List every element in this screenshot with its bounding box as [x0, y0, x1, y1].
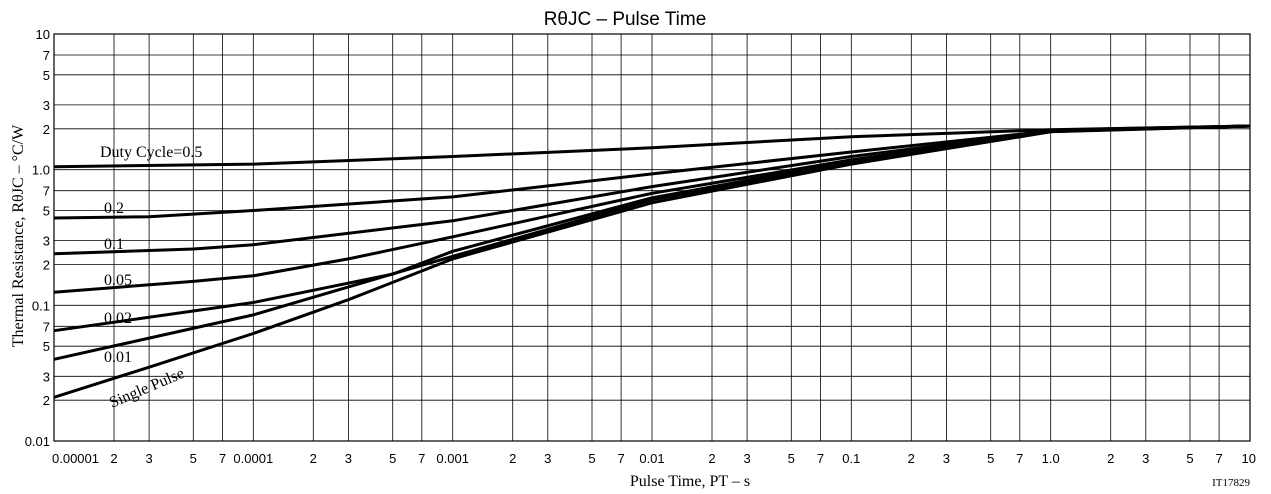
- x-tick-label: 3: [943, 451, 950, 466]
- x-tick-label: 5: [588, 451, 595, 466]
- x-tick-label: 3: [345, 451, 352, 466]
- x-tick-label: 0.0001: [233, 451, 273, 466]
- y-tick-label: 3: [43, 234, 50, 249]
- series-label: Duty Cycle=0.5: [100, 144, 202, 161]
- series-label: 0.02: [104, 310, 132, 327]
- plot-frame: [53, 33, 1251, 442]
- y-tick-label: 2: [43, 258, 50, 273]
- x-tick-label: 0.1: [842, 451, 860, 466]
- y-tick-label: 0.1: [32, 298, 50, 313]
- x-axis-label: Pulse Time, PT – s: [630, 473, 750, 490]
- x-tick-label: 5: [1186, 451, 1193, 466]
- x-tick-label: 3: [145, 451, 152, 466]
- y-tick-label: 10: [36, 27, 50, 42]
- y-tick-label: 3: [43, 98, 50, 113]
- figure-code: IT17829: [1212, 477, 1250, 489]
- x-tick-label: 7: [219, 451, 226, 466]
- y-tick-label: 7: [43, 319, 50, 334]
- x-tick-label: 2: [310, 451, 317, 466]
- y-axis-label: Thermal Resistance, RθJC – °C/W: [10, 124, 27, 347]
- x-tick-label: 7: [817, 451, 824, 466]
- y-tick-label: 5: [43, 339, 50, 354]
- tick-labels: 0.00001 2 3 5 7 0.0001 2 3 5 7 0.001 2 3 5 7 0.01 2 3 5 7 0.…: [25, 27, 1256, 466]
- x-tick-label: 2: [708, 451, 715, 466]
- series-label: Single Pulse: [107, 365, 187, 412]
- y-tick-label: 2: [43, 393, 50, 408]
- y-tick-label: 0.01: [25, 434, 50, 449]
- y-tick-label: 1.0: [32, 163, 50, 178]
- chart-title: RθJC – Pulse Time: [544, 9, 707, 30]
- series-line: [53, 124, 1251, 399]
- x-tick-label: 7: [418, 451, 425, 466]
- series-label: 0.2: [104, 200, 124, 217]
- x-tick-label: 2: [509, 451, 516, 466]
- x-tick-label: 10: [1242, 451, 1256, 466]
- x-tick-label: 1.0: [1042, 451, 1060, 466]
- grid: [53, 33, 1251, 442]
- data-series: [53, 124, 1251, 399]
- y-tick-label: 5: [43, 204, 50, 219]
- x-tick-label: 5: [987, 451, 994, 466]
- x-tick-label: 7: [1215, 451, 1222, 466]
- series-label: 0.05: [104, 272, 132, 289]
- y-tick-label: 7: [43, 48, 50, 63]
- x-tick-label: 0.01: [639, 451, 664, 466]
- x-tick-label: 5: [190, 451, 197, 466]
- x-tick-label: 3: [544, 451, 551, 466]
- x-tick-label: 0.001: [436, 451, 469, 466]
- x-tick-label: 0.00001: [52, 451, 99, 466]
- y-tick-label: 3: [43, 369, 50, 384]
- axes: [53, 33, 1251, 442]
- x-tick-label: 7: [1016, 451, 1023, 466]
- x-tick-label: 7: [617, 451, 624, 466]
- x-tick-label: 2: [110, 451, 117, 466]
- x-tick-label: 5: [389, 451, 396, 466]
- x-tick-label: 3: [1142, 451, 1149, 466]
- x-tick-label: 5: [788, 451, 795, 466]
- x-tick-label: 3: [743, 451, 750, 466]
- y-tick-label: 2: [43, 122, 50, 137]
- x-tick-label: 2: [1107, 451, 1114, 466]
- y-tick-label: 7: [43, 184, 50, 199]
- y-tick-label: 5: [43, 68, 50, 83]
- series-label: 0.1: [104, 236, 124, 253]
- series-label: 0.01: [104, 349, 132, 366]
- x-tick-label: 2: [908, 451, 915, 466]
